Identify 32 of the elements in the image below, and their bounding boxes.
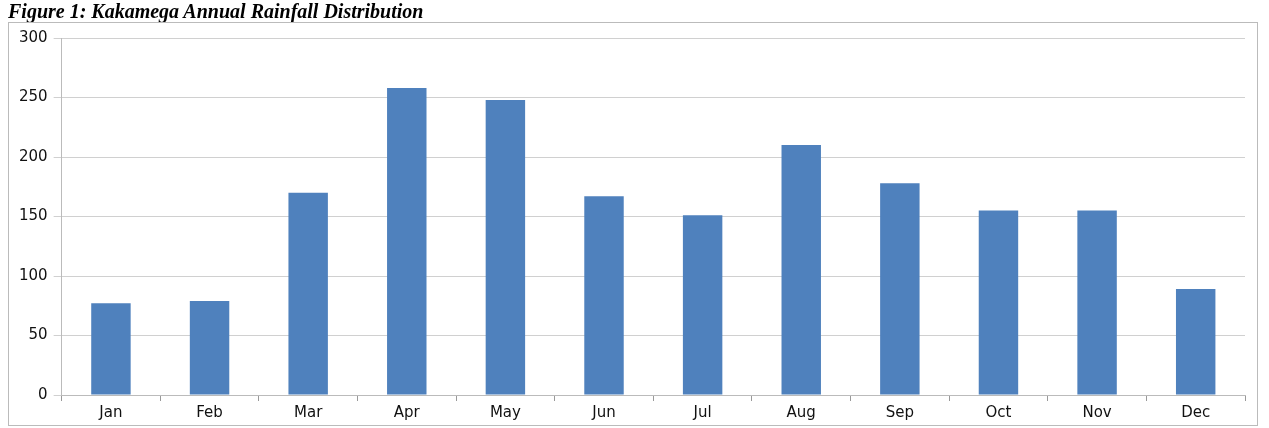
x-tick-label: Jun [591,402,616,421]
chart-title: Figure 1: Kakamega Annual Rainfall Distribution [8,0,424,22]
x-tick-label: Jan [98,402,123,421]
bar [485,99,526,395]
bar [1077,210,1117,395]
y-tick-label: 150 [18,206,48,225]
x-tick-label: Dec [1181,402,1211,421]
x-tick-label: May [489,402,522,421]
x-tick-label: Jul [692,402,712,421]
x-tick-label: Apr [393,402,421,421]
bar [978,210,1019,395]
x-tick-label: Nov [1082,402,1112,421]
bar [91,303,131,395]
x-tick-label: Sep [885,402,914,421]
bar [584,196,624,395]
bar [1175,289,1216,395]
y-tick-label: 0 [38,384,48,403]
x-tick-label: Mar [294,402,324,421]
y-tick-label: 250 [18,87,48,106]
bar [682,215,723,395]
y-tick-label: 100 [18,265,48,284]
bar [880,183,920,395]
bar [189,300,230,395]
x-tick-label: Aug [786,402,816,421]
x-tick-label: Feb [196,402,223,421]
bar [288,192,328,395]
x-tick-label: Oct [985,402,1012,421]
y-tick-label: 300 [18,27,48,46]
bar [387,87,427,395]
y-tick-label: 200 [18,146,48,165]
y-tick-label: 50 [28,325,48,344]
bar [781,145,821,395]
